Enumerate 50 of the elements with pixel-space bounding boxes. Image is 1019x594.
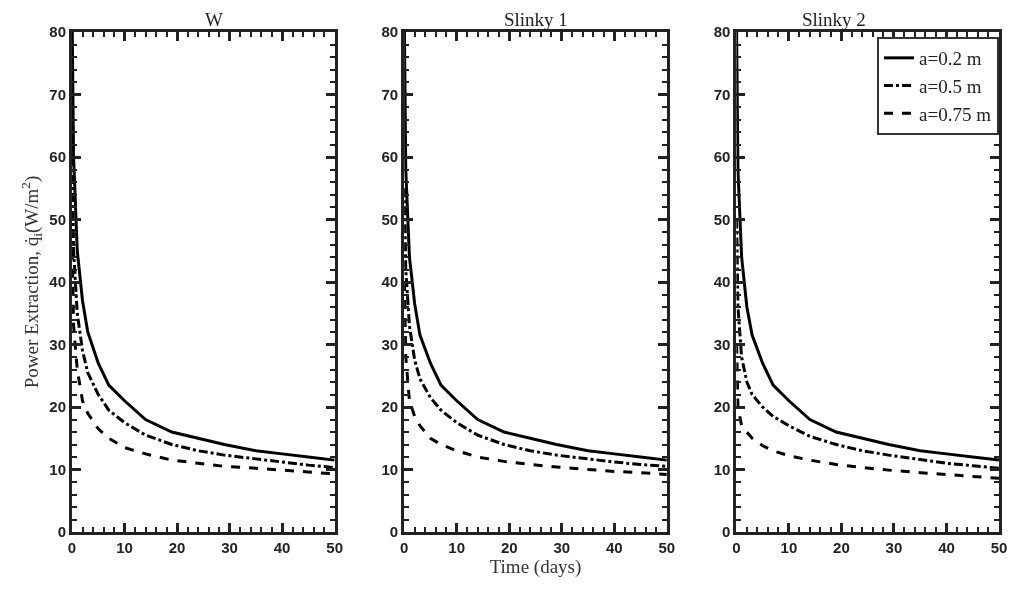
chart-title: W — [205, 9, 223, 30]
y-tick-label: 60 — [713, 148, 731, 166]
x-tick-label: 40 — [273, 539, 291, 556]
x-tick-label: 20 — [168, 539, 186, 556]
y-tick-label: 70 — [381, 85, 399, 103]
y-tick-label: 10 — [713, 460, 731, 478]
y-tick-label: 0 — [389, 523, 399, 541]
y-tick-label: 70 — [713, 85, 731, 103]
y-tick-label: 70 — [49, 85, 66, 103]
y-tick-label: 10 — [381, 460, 399, 478]
y-tick-label: 30 — [381, 335, 399, 353]
chart-title: Slinky 1 — [504, 9, 568, 30]
x-tick-label: 10 — [116, 539, 133, 556]
x-tick-label: 10 — [780, 539, 798, 556]
y-tick-label: 40 — [381, 273, 399, 291]
x-tick-label: 50 — [658, 539, 676, 556]
y-tick-label: 0 — [722, 523, 731, 541]
y-tick-label: 80 — [713, 23, 731, 41]
legend-label: a=0.2 m — [919, 48, 982, 70]
y-tick-label: 20 — [713, 398, 731, 416]
y-tick-label: 50 — [381, 210, 399, 228]
y-tick-label: 20 — [49, 398, 66, 416]
legend-label: a=0.5 m — [919, 75, 982, 97]
x-tick-label: 30 — [553, 539, 571, 556]
x-tick-label: 40 — [938, 539, 955, 556]
y-tick-label: 40 — [49, 273, 66, 291]
x-tick-label: 0 — [67, 539, 77, 556]
x-tick-label: 30 — [221, 539, 238, 556]
x-tick-label: 50 — [990, 539, 1008, 556]
x-tick-label: 40 — [605, 539, 623, 556]
chart-title: Slinky 2 — [802, 9, 866, 30]
legend-label: a=0.75 m — [919, 103, 992, 125]
y-tick-label: 60 — [381, 148, 399, 166]
x-tick-label: 20 — [833, 539, 850, 556]
y-tick-label: 30 — [49, 335, 66, 353]
y-tick-label: 50 — [49, 210, 66, 228]
x-tick-label: 50 — [326, 539, 343, 556]
y-tick-label: 80 — [381, 23, 399, 41]
y-tick-label: 20 — [381, 398, 399, 416]
x-tick-label: 30 — [885, 539, 903, 556]
y-tick-label: 80 — [49, 23, 66, 41]
y-tick-label: 0 — [57, 523, 66, 541]
x-tick-label: 20 — [500, 539, 518, 556]
x-tick-label: 10 — [448, 539, 466, 556]
y-tick-label: 10 — [49, 460, 66, 478]
y-tick-label: 40 — [713, 273, 731, 291]
y-tick-label: 30 — [713, 335, 731, 353]
y-tick-label: 50 — [713, 210, 731, 228]
y-tick-label: 60 — [49, 148, 66, 166]
x-axis-title: Time (days) — [489, 556, 582, 578]
